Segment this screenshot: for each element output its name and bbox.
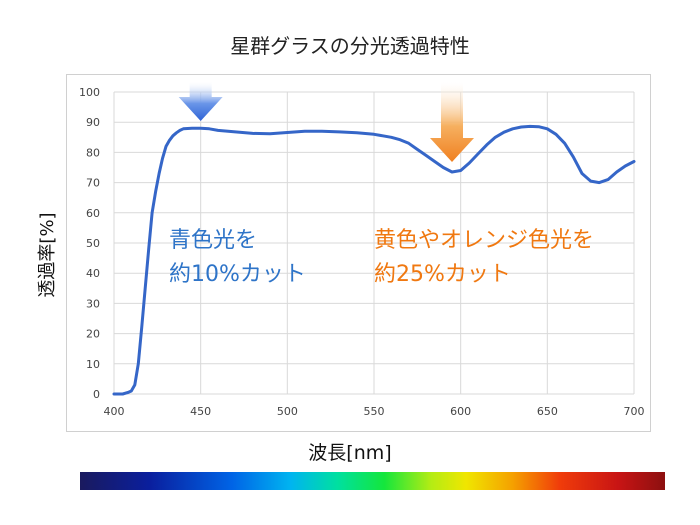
x-tick-label: 450: [190, 405, 211, 418]
y-tick-label: 90: [86, 116, 100, 129]
orange-annotation-line2: 約25%カット: [374, 262, 511, 287]
y-tick-label: 100: [79, 86, 100, 99]
y-tick-label: 50: [86, 237, 100, 250]
y-tick-labels: 0 10 20 30 40 50 60 70 80 90 100: [79, 86, 100, 401]
blue-down-arrow-icon: [178, 82, 223, 121]
orange-annotation-line1: 黄色やオレンジ色光を: [374, 228, 595, 253]
x-tick-labels: 400 450 500 550 600 650 700: [104, 405, 645, 418]
x-axis-label: 波長[nm]: [308, 442, 392, 464]
y-tick-label: 80: [86, 146, 100, 159]
y-tick-label: 20: [86, 328, 100, 341]
transmittance-curve: [112, 124, 636, 396]
y-tick-label: 40: [86, 267, 100, 280]
y-tick-label: 70: [86, 177, 100, 190]
blue-annotation-line1: 青色光を: [169, 228, 258, 253]
blue-annotation: 青色光を 約10%カット: [169, 224, 306, 292]
orange-annotation: 黄色やオレンジ色光を 約25%カット: [374, 224, 594, 292]
x-tick-label: 700: [624, 405, 645, 418]
x-tick-label: 600: [450, 405, 471, 418]
orange-down-arrow-icon: [430, 82, 474, 162]
annotation-arrows: [178, 82, 474, 162]
blue-annotation-line2: 約10%カット: [169, 262, 306, 287]
x-tick-label: 400: [104, 405, 125, 418]
x-tick-label: 650: [537, 405, 558, 418]
visible-spectrum-bar: [80, 472, 665, 490]
y-tick-label: 0: [93, 388, 100, 401]
x-tick-label: 550: [364, 405, 385, 418]
chart-title: 星群グラスの分光透過特性: [230, 34, 470, 58]
y-tick-label: 30: [86, 297, 100, 310]
y-tick-label: 60: [86, 207, 100, 220]
x-tick-label: 500: [277, 405, 298, 418]
y-tick-label: 10: [86, 358, 100, 371]
